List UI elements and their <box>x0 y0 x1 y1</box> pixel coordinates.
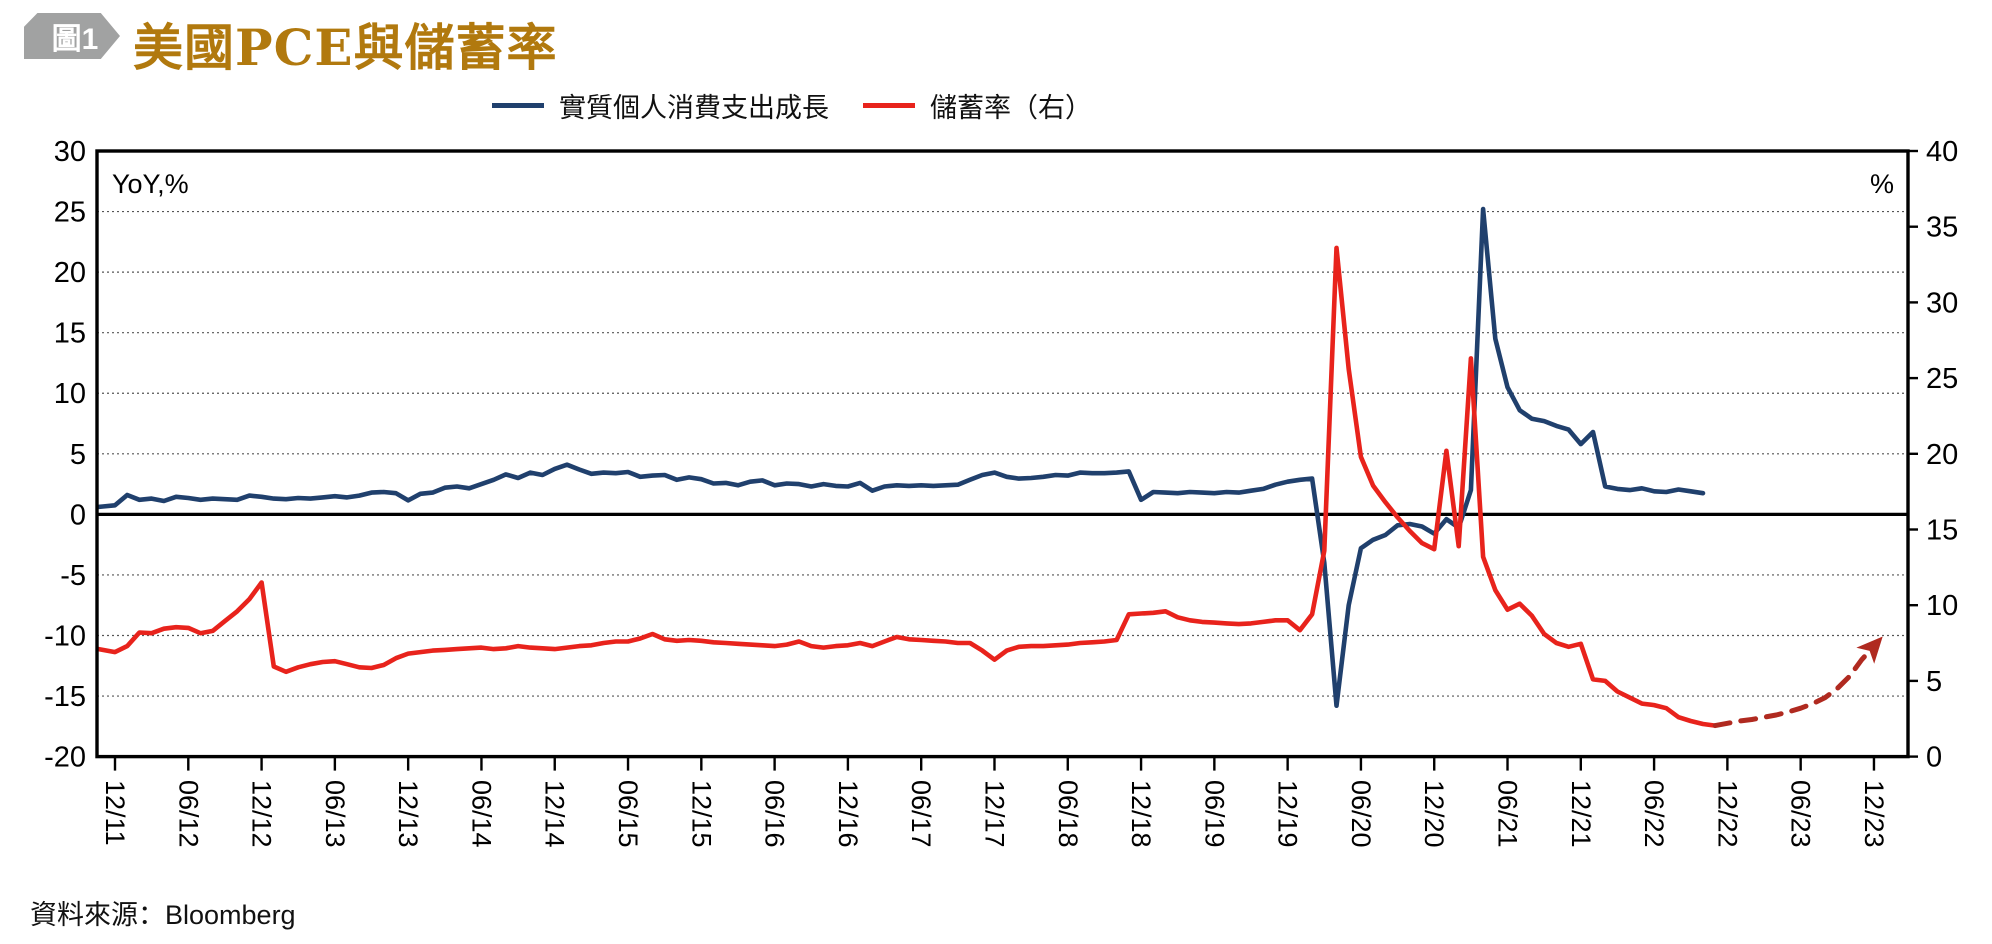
axis-tick-label: 12/23 <box>1859 780 1889 848</box>
axis-tick-label: 15 <box>54 318 86 350</box>
axis-tick-label: 12/14 <box>540 780 570 848</box>
axis-tick-label: 20 <box>1926 439 1958 471</box>
axis-tick-label: 35 <box>1926 212 1958 244</box>
axis-tick-label: 12/16 <box>833 780 863 848</box>
axis-tick-label: 0 <box>70 499 86 531</box>
axis-tick-label: 12/19 <box>1273 780 1303 848</box>
axis-tick-label: 20 <box>54 257 86 289</box>
axis-tick-label: 06/21 <box>1493 780 1523 848</box>
axis-tick-label: 12/15 <box>686 780 716 848</box>
axis-tick-label: 12/20 <box>1419 780 1449 848</box>
axis-tick-label: 06/19 <box>1199 780 1229 848</box>
axis-tick-label: -5 <box>60 560 86 592</box>
axis-tick-label: 25 <box>54 197 86 229</box>
axis-tick-label: 5 <box>70 439 86 471</box>
axis-tick-label: 30 <box>54 136 86 168</box>
axis-tick-label: 06/18 <box>1053 780 1083 848</box>
axis-tick-label: 30 <box>1926 287 1958 319</box>
axis-tick-label: 15 <box>1926 515 1958 547</box>
pce-growth-line <box>97 206 1706 709</box>
figure-number-badge: 圖1 <box>24 13 120 59</box>
axis-tick-label: 12/17 <box>979 780 1009 848</box>
axis-tick-label: 25 <box>1926 363 1958 395</box>
legend-label-savings: 儲蓄率（右） <box>930 93 1092 123</box>
figure-number-label: 圖1 <box>51 23 99 56</box>
chart-legend: 實質個人消費支出成長 儲蓄率（右） <box>492 86 1092 125</box>
axis-tick-label: 12/18 <box>1126 780 1156 848</box>
axis-tick-label: -20 <box>44 742 86 774</box>
axis-tick-label: 12/11 <box>100 780 130 846</box>
savings-rate-line <box>97 245 1718 728</box>
axis-tick-label: 5 <box>1926 666 1942 698</box>
axis-tick-label: 12/22 <box>1712 780 1742 848</box>
axis-tick-label: 10 <box>54 378 86 410</box>
axis-tick-label: 06/15 <box>613 780 643 848</box>
axis-tick-label: 40 <box>1926 136 1958 168</box>
savings-line-swatch-icon <box>863 103 915 108</box>
axis-tick-label: 06/20 <box>1346 780 1376 848</box>
axis-tick-label: 06/17 <box>906 780 936 848</box>
axis-tick-label: 06/16 <box>760 780 790 848</box>
axis-tick-label: 10 <box>1926 590 1958 622</box>
data-source-note: 資料來源：Bloomberg <box>30 900 296 930</box>
axis-tick-label: 12/12 <box>247 780 277 848</box>
axis-tick-label: 12/13 <box>393 780 423 848</box>
axis-tick-label: 06/13 <box>320 780 350 848</box>
axis-tick-label: 12/21 <box>1566 780 1596 848</box>
axis-tick-label: 06/14 <box>466 780 496 848</box>
right-axis-unit-label: % <box>1870 169 1894 199</box>
page-title: 美國PCE與儲蓄率 <box>133 18 558 77</box>
axis-tick-label: 06/22 <box>1639 780 1669 848</box>
legend-label-pce: 實質個人消費支出成長 <box>559 93 829 123</box>
legend-item-pce: 實質個人消費支出成長 <box>492 86 829 125</box>
axis-tick-label: -10 <box>44 620 86 652</box>
axis-tick-label: -15 <box>44 681 86 713</box>
pce-line-swatch-icon <box>492 103 544 108</box>
legend-item-savings: 儲蓄率（右） <box>863 86 1092 125</box>
left-axis-unit-label: YoY,% <box>112 169 189 199</box>
savings-rate-forecast-dashed-line <box>1712 636 1883 729</box>
axis-tick-label: 06/23 <box>1786 780 1816 848</box>
axis-tick-label: 0 <box>1926 742 1942 774</box>
axis-tick-label: 06/12 <box>173 780 203 848</box>
